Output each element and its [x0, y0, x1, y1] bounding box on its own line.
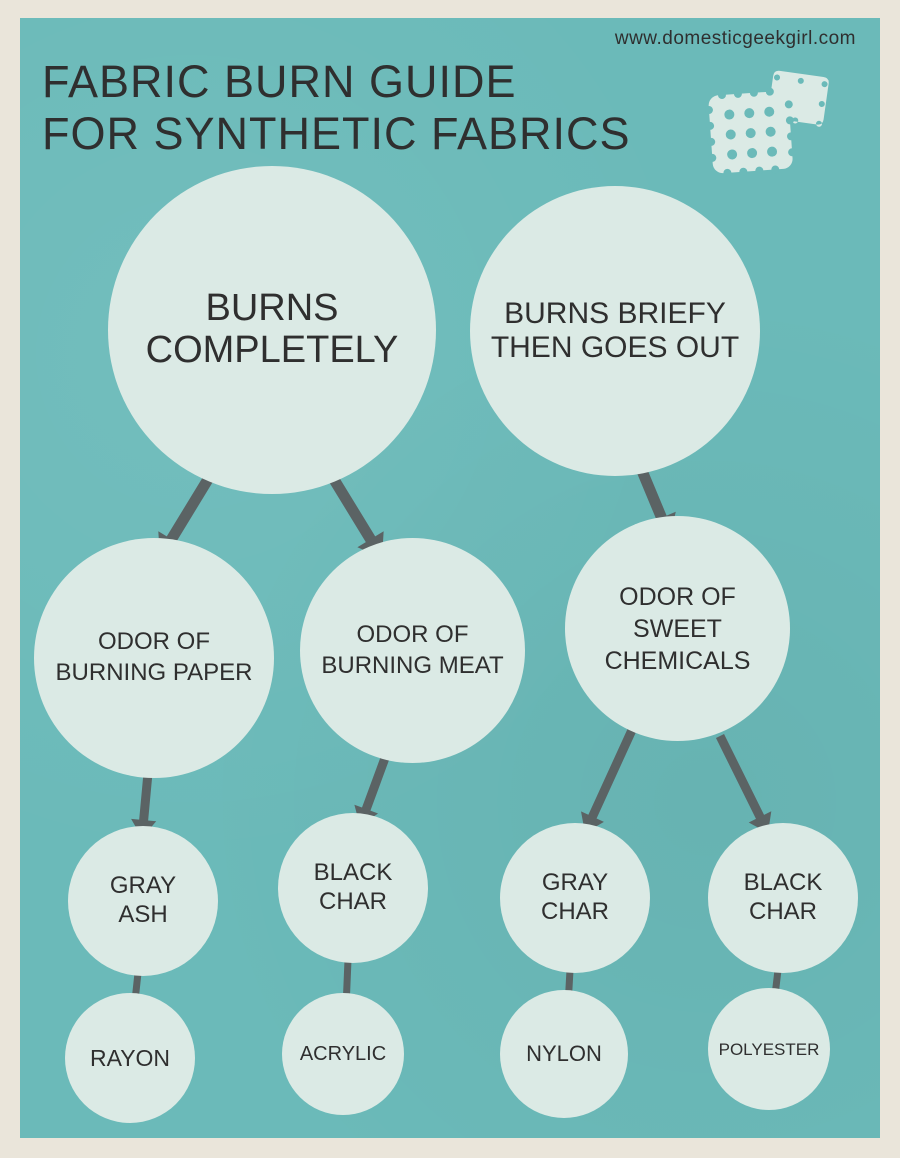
node-burns-completely: BURNSCOMPLETELY — [108, 166, 436, 494]
node-label: BURNSCOMPLETELY — [136, 288, 409, 372]
node-odor-meat: ODOR OFBURNING MEAT — [300, 538, 525, 763]
node-label: POLYESTER — [709, 1041, 830, 1058]
node-gray-ash: GRAYASH — [68, 826, 218, 976]
node-label: BLACKCHAR — [304, 859, 403, 917]
node-label: BLACKCHAR — [734, 869, 833, 927]
arrow-odor-sweet-to-gray-char — [581, 728, 636, 833]
fabric-swatch-icon — [702, 68, 852, 193]
node-label: GRAYASH — [100, 872, 186, 930]
node-label: ODOR OFBURNING MEAT — [311, 620, 513, 681]
node-odor-paper: ODOR OFBURNING PAPER — [34, 538, 274, 778]
arrow-odor-sweet-to-black-char-2 — [716, 734, 771, 833]
source-url: www.domesticgeekgirl.com — [615, 28, 856, 50]
node-label: NYLON — [516, 1043, 612, 1065]
node-rayon: RAYON — [65, 993, 195, 1123]
node-label: ACRYLIC — [290, 1044, 396, 1064]
node-burns-briefly: BURNS BRIEFYTHEN GOES OUT — [470, 186, 760, 476]
node-black-char-1: BLACKCHAR — [278, 813, 428, 963]
title-line-2: FOR SYNTHETIC FABRICS — [42, 108, 631, 159]
node-label: RAYON — [80, 1047, 180, 1070]
node-black-char-2: BLACKCHAR — [708, 823, 858, 973]
node-label: ODOR OFSWEETCHEMICALS — [595, 581, 761, 677]
title-line-1: FABRIC BURN GUIDE — [42, 56, 517, 107]
node-label: ODOR OFBURNING PAPER — [46, 627, 263, 688]
node-gray-char: GRAYCHAR — [500, 823, 650, 973]
infographic-panel: www.domesticgeekgirl.com FABRIC BURN GUI… — [20, 18, 880, 1138]
node-odor-sweet: ODOR OFSWEETCHEMICALS — [565, 516, 790, 741]
node-label: BURNS BRIEFYTHEN GOES OUT — [481, 297, 749, 366]
node-polyester: POLYESTER — [708, 988, 830, 1110]
node-acrylic: ACRYLIC — [282, 993, 404, 1115]
page-title: FABRIC BURN GUIDE FOR SYNTHETIC FABRICS — [42, 56, 631, 160]
node-label: GRAYCHAR — [531, 869, 619, 927]
node-nylon: NYLON — [500, 990, 628, 1118]
